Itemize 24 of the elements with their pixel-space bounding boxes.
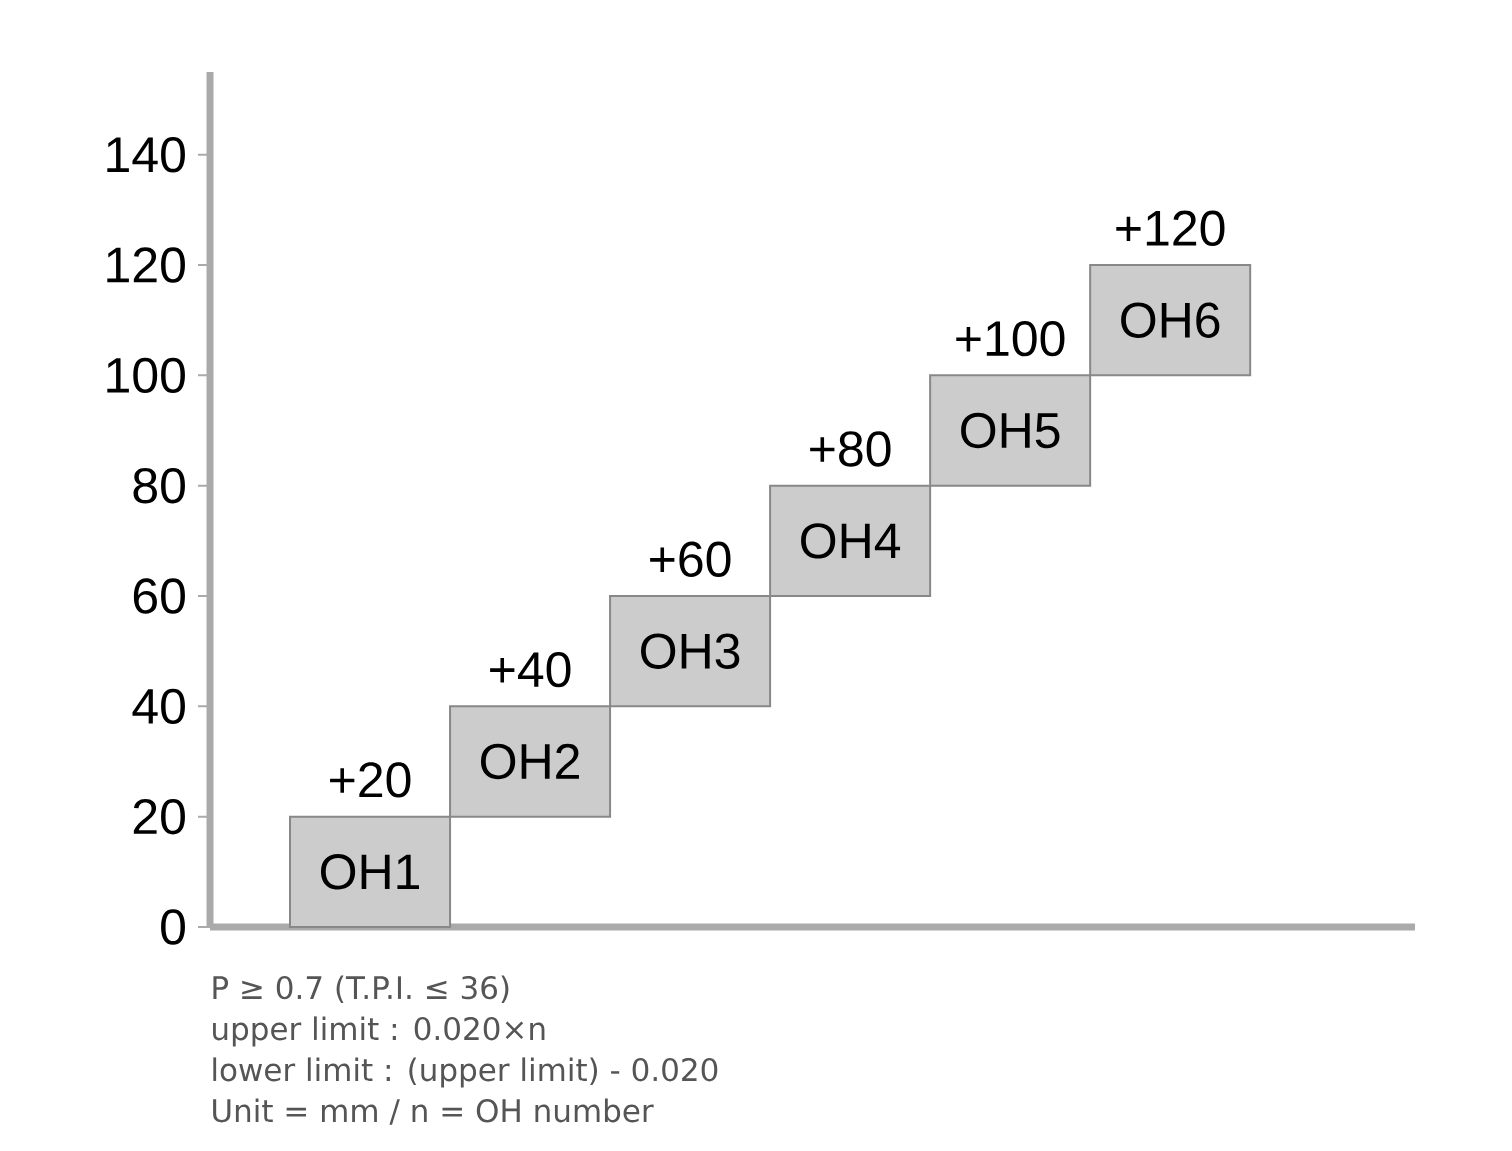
text: lower limit : (upper limit) - 0.020 xyxy=(213,1057,718,1088)
x-tick-label: OH3 xyxy=(641,633,740,669)
x-tick-label: OH5 xyxy=(961,412,1060,449)
y-tick-label: 60 xyxy=(133,578,185,614)
data-label: +60 xyxy=(650,541,731,577)
y-tick-label: 100 xyxy=(107,357,185,394)
x-tick-label: OH1 xyxy=(320,854,419,890)
y-tick-label: 0 xyxy=(161,909,185,945)
text: Unit = mm / n = OH number xyxy=(213,1098,654,1125)
data-label: +100 xyxy=(956,320,1065,357)
x-tick-label: OH4 xyxy=(801,523,901,559)
y-tick-label: 40 xyxy=(132,688,185,725)
y-tick-label: 80 xyxy=(133,468,185,504)
x-tick-label: OH6 xyxy=(1121,302,1220,338)
y-tick-label: 120 xyxy=(107,247,185,283)
y-tick-label: 140 xyxy=(107,137,185,173)
x-tick-label: OH2 xyxy=(481,743,579,780)
data-label: +40 xyxy=(490,651,571,688)
text: P ≥ 0.7 (T.P.I. ≤ 36) xyxy=(213,975,509,1003)
y-tick-label: 20 xyxy=(133,798,185,835)
text: upper limit : 0.020×n xyxy=(213,1016,545,1047)
data-label: +120 xyxy=(1116,210,1225,246)
data-label: +20 xyxy=(330,762,411,798)
data-label: +80 xyxy=(810,431,891,467)
